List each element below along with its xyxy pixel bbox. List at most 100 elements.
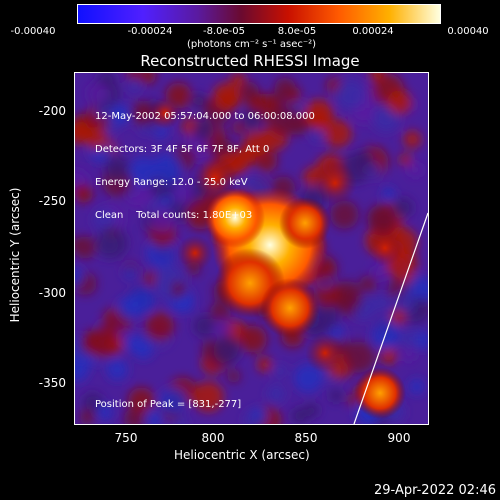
colorbar-tick: 8.0e-05 (277, 26, 317, 37)
intensity-blob (403, 130, 422, 149)
intensity-blob (407, 162, 424, 178)
colorbar (77, 4, 441, 24)
intensity-blob (212, 318, 232, 338)
info-line-energy: Energy Range: 12.0 - 25.0 keV (95, 177, 248, 188)
emission-source (279, 197, 331, 249)
intensity-blob (291, 407, 309, 424)
solar-limb-line (353, 212, 428, 424)
intensity-blob (125, 333, 145, 353)
intensity-blob (157, 282, 174, 299)
intensity-blob (175, 294, 194, 313)
intensity-blob (193, 314, 216, 338)
peak-position: Position of Peak = [831,-277] (95, 399, 242, 410)
intensity-blob (85, 327, 117, 359)
intensity-blob (365, 163, 381, 179)
intensity-blob (75, 268, 85, 286)
intensity-blob (293, 363, 323, 393)
intensity-blob (310, 128, 325, 143)
intensity-blob (273, 364, 287, 378)
x-tick: 800 (201, 431, 225, 445)
emission-source (367, 230, 403, 266)
intensity-blob (128, 387, 155, 414)
intensity-blob (267, 384, 286, 403)
intensity-blob (152, 153, 183, 184)
intensity-blob (193, 381, 224, 413)
x-axis-label: Heliocentric X (arcsec) (174, 448, 310, 462)
intensity-blob (144, 409, 164, 424)
colorbar-tick: -0.00024 (127, 26, 173, 37)
intensity-blob (359, 275, 377, 293)
intensity-blob (274, 77, 296, 99)
intensity-blob (126, 73, 140, 81)
intensity-blob (343, 341, 375, 373)
emission-source (305, 333, 345, 373)
intensity-blob (373, 294, 390, 311)
emission-source (193, 156, 237, 200)
intensity-blob (371, 265, 387, 281)
rhessi-image: 12-May-2002 05:57:04.000 to 06:00:08.000… (74, 72, 429, 425)
intensity-blob (369, 208, 397, 236)
intensity-blob (329, 388, 343, 403)
emission-source (205, 188, 265, 248)
intensity-blob (104, 155, 130, 181)
intensity-blob (138, 73, 157, 85)
y-tick: -200 (38, 104, 66, 118)
intensity-blob (96, 403, 113, 421)
intensity-blob (313, 280, 341, 308)
y-tick: -350 (38, 376, 66, 390)
intensity-blob (106, 358, 128, 381)
intensity-blob (269, 105, 300, 136)
intensity-blob (303, 99, 334, 129)
intensity-blob (203, 98, 216, 111)
intensity-blob (149, 207, 175, 233)
intensity-blob (159, 387, 187, 415)
intensity-blob (87, 82, 110, 105)
intensity-blob (230, 73, 246, 88)
intensity-blob (96, 227, 128, 259)
intensity-blob (190, 92, 207, 110)
info-line-counts: Clean Total counts: 1.80E+03 (95, 210, 253, 221)
info-block: 12-May-2002 05:57:04.000 to 06:00:08.000… (95, 89, 315, 243)
x-tick: 750 (114, 431, 138, 445)
intensity-blob (123, 266, 137, 280)
colorbar-units: (photons cm⁻² s⁻¹ asec⁻²) (187, 39, 317, 50)
intensity-blob (382, 187, 396, 201)
intensity-blob (390, 308, 406, 325)
intensity-blob (239, 325, 267, 353)
intensity-blob (213, 335, 242, 365)
colorbar-tick: -8.0e-05 (203, 26, 245, 37)
intensity-blob (79, 409, 96, 424)
intensity-blob (402, 347, 416, 362)
x-tick: 900 (387, 431, 411, 445)
intensity-blob (145, 312, 175, 341)
info-line-detectors: Detectors: 3F 4F 5F 6F 7F 8F, Att 0 (95, 144, 270, 155)
intensity-blob (144, 271, 158, 286)
x-tick: 850 (294, 431, 318, 445)
intensity-blob (239, 81, 259, 101)
colorbar-tick: 0.00040 (447, 26, 489, 37)
intensity-blob (75, 186, 86, 199)
intensity-blob (240, 109, 263, 131)
intensity-blob (257, 357, 273, 373)
y-axis-label: Heliocentric Y (arcsec) (8, 187, 22, 323)
intensity-blob (392, 197, 414, 218)
intensity-blob (368, 73, 385, 82)
intensity-blob (380, 347, 398, 365)
intensity-blob (128, 156, 159, 186)
info-line-time: 12-May-2002 05:57:04.000 to 06:00:08.000 (95, 111, 315, 122)
intensity-blob (168, 281, 187, 300)
emission-source (354, 367, 406, 419)
intensity-blob (252, 407, 267, 422)
emission-source (313, 161, 357, 205)
intensity-blob (399, 153, 412, 166)
intensity-blob (408, 378, 425, 395)
timestamp: 29-Apr-2022 02:46 (374, 483, 496, 498)
intensity-blob (243, 130, 270, 157)
emission-source (260, 278, 320, 338)
y-tick: -300 (38, 286, 66, 300)
emission-source (177, 235, 213, 271)
intensity-blob (85, 127, 108, 150)
intensity-blob (401, 329, 420, 348)
emission-source (149, 97, 181, 129)
intensity-blob (331, 280, 362, 312)
